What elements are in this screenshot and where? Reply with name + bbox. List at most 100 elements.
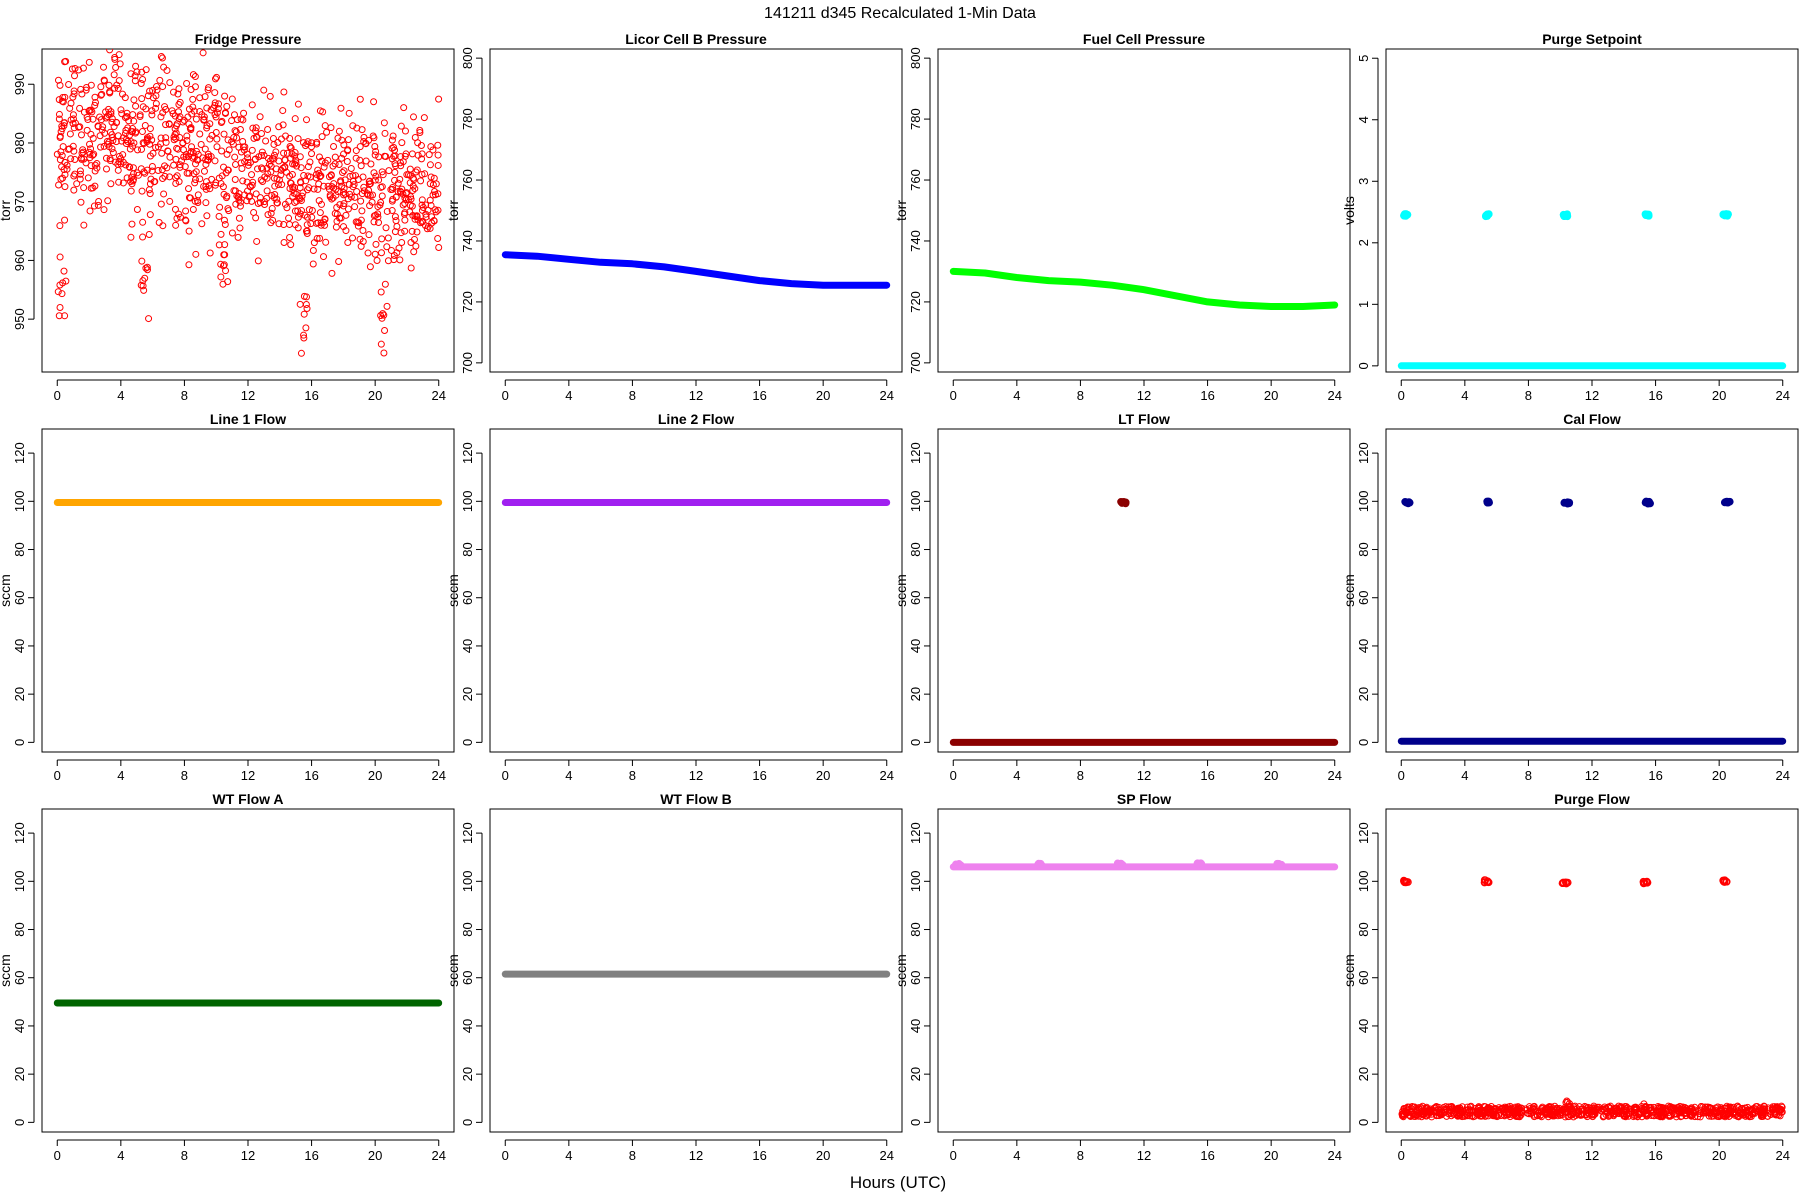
data-point bbox=[119, 151, 127, 159]
data-point bbox=[218, 117, 226, 125]
data-point bbox=[211, 89, 219, 97]
data-point bbox=[71, 119, 79, 127]
data-point bbox=[239, 177, 247, 185]
data-point bbox=[114, 166, 122, 174]
data-point bbox=[143, 266, 151, 274]
data-point bbox=[138, 128, 146, 136]
data-point bbox=[418, 150, 426, 158]
data-point bbox=[106, 49, 114, 54]
data-point bbox=[187, 86, 195, 94]
data-point bbox=[426, 161, 434, 169]
data-point bbox=[378, 235, 386, 243]
event-point bbox=[1119, 498, 1128, 507]
data-point bbox=[1711, 1106, 1719, 1114]
x-tick-label: 16 bbox=[1648, 388, 1662, 403]
data-point bbox=[399, 158, 407, 166]
panel-line-2-flow: Line 2 Flow sccm 0 4 8 12 16 20 24 0 20 40 60 80 100 12… bbox=[445, 411, 903, 783]
data-point bbox=[141, 169, 149, 177]
data-point bbox=[362, 157, 370, 165]
data-point bbox=[1562, 1108, 1570, 1116]
data-point bbox=[381, 129, 389, 137]
plot-frame bbox=[937, 48, 1351, 373]
data-point bbox=[172, 221, 180, 229]
data-point bbox=[221, 109, 229, 117]
panel-cal-flow: Cal Flow sccm 0 4 8 12 16 20 24 0 20 40 60 80 100 120 bbox=[1341, 411, 1799, 783]
data-point bbox=[165, 120, 173, 128]
data-point bbox=[59, 279, 67, 287]
data-point bbox=[389, 132, 397, 140]
data-point bbox=[300, 331, 308, 339]
y-axis-label: sccm bbox=[445, 954, 461, 987]
x-tick-label: 0 bbox=[502, 768, 509, 783]
data-point bbox=[218, 147, 226, 155]
data-point bbox=[176, 133, 184, 141]
data-point bbox=[267, 162, 275, 170]
data-point bbox=[191, 179, 199, 187]
data-point bbox=[243, 178, 251, 186]
plot-frame bbox=[41, 48, 455, 373]
data-point bbox=[426, 180, 434, 188]
data-point bbox=[274, 181, 282, 189]
data-point bbox=[362, 140, 370, 148]
data-point bbox=[310, 185, 318, 193]
data-point bbox=[84, 116, 92, 124]
data-point bbox=[371, 250, 379, 258]
data-point bbox=[337, 177, 345, 185]
data-point bbox=[160, 63, 168, 71]
data-point bbox=[357, 216, 365, 224]
data-point bbox=[420, 114, 428, 122]
data-point bbox=[174, 90, 182, 98]
data-point bbox=[90, 150, 98, 158]
data-point bbox=[302, 300, 310, 308]
data-point bbox=[95, 197, 103, 205]
data-point bbox=[291, 184, 299, 192]
data-point bbox=[139, 75, 147, 83]
data-point bbox=[1606, 1107, 1614, 1115]
data-point bbox=[127, 187, 135, 195]
y-tick-label: 40 bbox=[1356, 1019, 1371, 1033]
data-point bbox=[303, 305, 311, 313]
data-point bbox=[304, 138, 312, 146]
data-point bbox=[1602, 1111, 1610, 1119]
data-point bbox=[349, 122, 357, 130]
data-point bbox=[1764, 1112, 1772, 1120]
data-point bbox=[410, 235, 418, 243]
data-point bbox=[85, 58, 93, 66]
event-point bbox=[1642, 211, 1650, 219]
data-point bbox=[287, 144, 295, 152]
y-tick-label: 100 bbox=[12, 870, 27, 892]
y-tick-label: 120 bbox=[12, 822, 27, 844]
data-point bbox=[341, 176, 349, 184]
data-point bbox=[317, 221, 325, 229]
data-point bbox=[434, 161, 442, 169]
data-point bbox=[235, 190, 243, 198]
data-point bbox=[62, 57, 70, 65]
data-point bbox=[391, 176, 399, 184]
data-point bbox=[205, 182, 213, 190]
data-point bbox=[201, 145, 209, 153]
data-point bbox=[130, 139, 138, 147]
data-point bbox=[211, 101, 219, 109]
x-tick-label: 20 bbox=[1264, 388, 1278, 403]
x-tick-label: 4 bbox=[1013, 388, 1020, 403]
data-point bbox=[145, 315, 153, 323]
data-point bbox=[320, 163, 328, 171]
data-point bbox=[152, 104, 160, 112]
data-point bbox=[194, 191, 202, 199]
data-point bbox=[78, 149, 86, 157]
data-point bbox=[70, 186, 78, 194]
data-point bbox=[1634, 1111, 1642, 1119]
x-tick-label: 20 bbox=[816, 388, 830, 403]
data-point bbox=[1399, 1111, 1407, 1119]
x-tick-label: 0 bbox=[1398, 388, 1405, 403]
data-point bbox=[275, 220, 283, 228]
data-point bbox=[138, 95, 146, 103]
data-point bbox=[211, 111, 219, 119]
data-point bbox=[238, 164, 246, 172]
data-point bbox=[1638, 1104, 1646, 1112]
data-point bbox=[291, 115, 299, 123]
panel-line-1-flow: Line 1 Flow sccm 0 4 8 12 16 20 24 0 20 40 60 80 100 12… bbox=[0, 411, 455, 783]
data-point bbox=[350, 181, 358, 189]
data-point bbox=[267, 209, 275, 217]
data-point bbox=[94, 123, 102, 131]
